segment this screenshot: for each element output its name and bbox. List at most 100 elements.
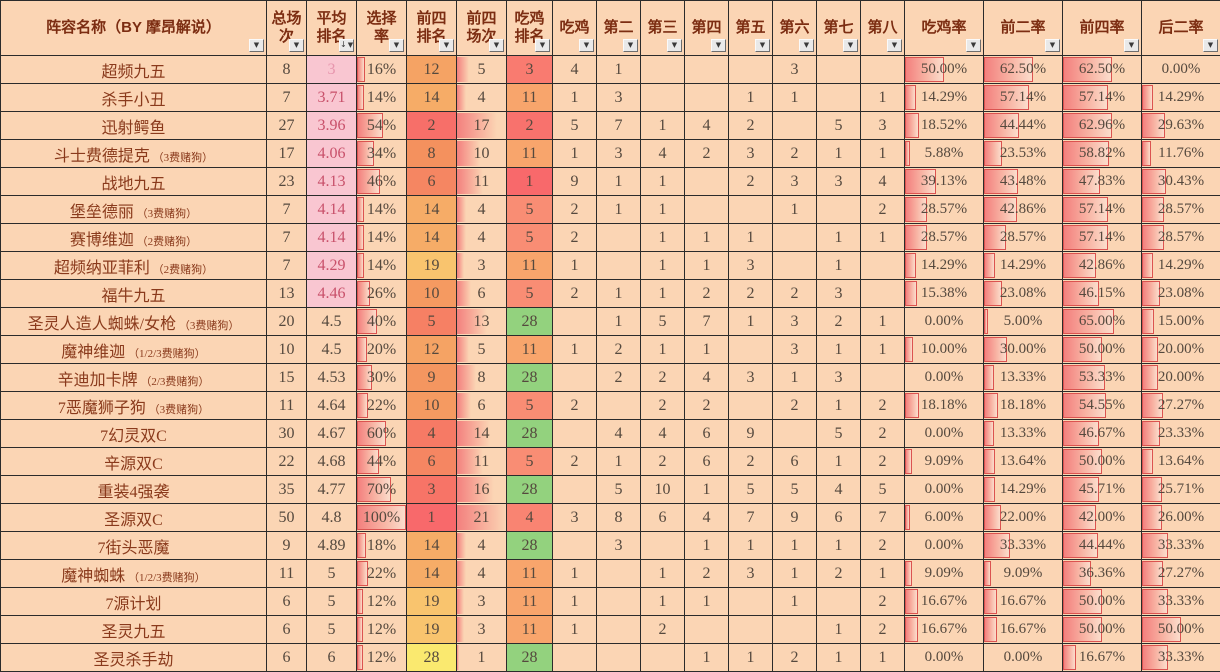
cell-place-3[interactable]: 2 (640, 615, 685, 644)
cell-place-2[interactable]: 8 (596, 503, 641, 532)
cell-top4-games[interactable]: 17 (456, 111, 507, 140)
cell-place-4[interactable]: 2 (684, 279, 729, 308)
filter-button-win-rank[interactable]: ▼ (535, 39, 550, 52)
cell-avg-rank[interactable]: 3.96 (306, 111, 357, 140)
cell-total-games[interactable]: 15 (266, 363, 307, 392)
cell-place-8[interactable]: 2 (860, 531, 905, 560)
cell-place-2[interactable]: 2 (596, 363, 641, 392)
cell-top2-rate[interactable]: 57.14% (983, 83, 1063, 112)
cell-win-rank[interactable]: 28 (506, 307, 553, 336)
cell-top2-rate[interactable]: 44.44% (983, 111, 1063, 140)
cell-avg-rank[interactable]: 4.5 (306, 307, 357, 336)
cell-place-4[interactable] (684, 167, 729, 196)
filter-button-lineup-name[interactable]: ▼ (249, 39, 264, 52)
cell-place-5[interactable] (728, 335, 773, 364)
cell-win-rank[interactable]: 5 (506, 223, 553, 252)
cell-avg-rank[interactable]: 4.68 (306, 447, 357, 476)
cell-place-1[interactable] (552, 419, 597, 448)
cell-top4-rank[interactable]: 10 (406, 391, 457, 420)
cell-lineup-name[interactable]: 超频九五 (0, 55, 267, 84)
cell-win-rank[interactable]: 5 (506, 447, 553, 476)
cell-win-rate[interactable]: 28.57% (904, 223, 984, 252)
cell-avg-rank[interactable]: 4.67 (306, 419, 357, 448)
cell-top2-rate[interactable]: 22.00% (983, 503, 1063, 532)
cell-place-2[interactable] (596, 251, 641, 280)
cell-place-1[interactable]: 2 (552, 391, 597, 420)
cell-lineup-name[interactable]: 杀手小丑 (0, 83, 267, 112)
cell-place-6[interactable]: 1 (772, 531, 817, 560)
cell-place-7[interactable]: 3 (816, 167, 861, 196)
cell-place-8[interactable]: 5 (860, 475, 905, 504)
cell-top4-rank[interactable]: 8 (406, 139, 457, 168)
cell-win-rank[interactable]: 28 (506, 419, 553, 448)
cell-place-7[interactable]: 1 (816, 447, 861, 476)
cell-place-8[interactable] (860, 251, 905, 280)
cell-pick-rate[interactable]: 26% (356, 279, 407, 308)
cell-total-games[interactable]: 9 (266, 531, 307, 560)
cell-top2-rate[interactable]: 5.00% (983, 307, 1063, 336)
cell-place-4[interactable]: 1 (684, 587, 729, 616)
cell-win-rate[interactable]: 14.29% (904, 251, 984, 280)
cell-place-4[interactable]: 4 (684, 503, 729, 532)
cell-place-2[interactable]: 1 (596, 447, 641, 476)
cell-bottom2-rate[interactable]: 27.27% (1141, 559, 1220, 588)
cell-place-3[interactable] (640, 643, 685, 672)
cell-avg-rank[interactable]: 4.06 (306, 139, 357, 168)
cell-place-7[interactable] (816, 83, 861, 112)
cell-place-7[interactable]: 4 (816, 475, 861, 504)
cell-place-8[interactable]: 2 (860, 391, 905, 420)
cell-total-games[interactable]: 20 (266, 307, 307, 336)
cell-total-games[interactable]: 13 (266, 279, 307, 308)
filter-button-total-games[interactable]: ▼ (289, 39, 304, 52)
cell-lineup-name[interactable]: 辛源双C (0, 447, 267, 476)
cell-place-6[interactable]: 3 (772, 55, 817, 84)
filter-button-place-5[interactable]: ▼ (755, 39, 770, 52)
cell-place-1[interactable]: 2 (552, 195, 597, 224)
cell-place-5[interactable]: 3 (728, 139, 773, 168)
cell-place-5[interactable]: 3 (728, 363, 773, 392)
filter-button-top2-rate[interactable]: ▼ (1045, 39, 1060, 52)
cell-pick-rate[interactable]: 34% (356, 139, 407, 168)
cell-win-rate[interactable]: 10.00% (904, 335, 984, 364)
cell-place-6[interactable]: 3 (772, 307, 817, 336)
cell-win-rate[interactable]: 5.88% (904, 139, 984, 168)
cell-place-6[interactable] (772, 615, 817, 644)
cell-place-3[interactable]: 1 (640, 559, 685, 588)
cell-lineup-name[interactable]: 圣灵人造人蜘蛛/女枪 （3费赌狗） (0, 307, 267, 336)
cell-place-7[interactable]: 1 (816, 335, 861, 364)
cell-win-rate[interactable]: 14.29% (904, 83, 984, 112)
cell-place-5[interactable]: 1 (728, 643, 773, 672)
cell-place-2[interactable] (596, 587, 641, 616)
cell-top4-rank[interactable]: 10 (406, 279, 457, 308)
cell-top2-rate[interactable]: 42.86% (983, 195, 1063, 224)
cell-place-5[interactable]: 1 (728, 307, 773, 336)
cell-place-2[interactable]: 1 (596, 55, 641, 84)
cell-place-6[interactable]: 5 (772, 475, 817, 504)
cell-place-2[interactable]: 3 (596, 531, 641, 560)
cell-bottom2-rate[interactable]: 28.57% (1141, 223, 1220, 252)
cell-place-4[interactable]: 4 (684, 111, 729, 140)
cell-place-1[interactable]: 1 (552, 587, 597, 616)
cell-top4-rate[interactable]: 46.15% (1062, 279, 1142, 308)
cell-top2-rate[interactable]: 28.57% (983, 223, 1063, 252)
cell-win-rank[interactable]: 11 (506, 83, 553, 112)
cell-top4-rate[interactable]: 36.36% (1062, 559, 1142, 588)
cell-place-2[interactable] (596, 643, 641, 672)
cell-place-6[interactable]: 6 (772, 447, 817, 476)
cell-bottom2-rate[interactable]: 30.43% (1141, 167, 1220, 196)
cell-total-games[interactable]: 30 (266, 419, 307, 448)
cell-place-3[interactable]: 1 (640, 167, 685, 196)
cell-place-8[interactable]: 3 (860, 111, 905, 140)
cell-top4-games[interactable]: 1 (456, 643, 507, 672)
cell-top4-rank[interactable]: 19 (406, 587, 457, 616)
cell-top2-rate[interactable]: 0.00% (983, 643, 1063, 672)
cell-top4-rate[interactable]: 45.71% (1062, 475, 1142, 504)
cell-place-8[interactable] (860, 55, 905, 84)
cell-win-rate[interactable]: 18.52% (904, 111, 984, 140)
cell-top4-rank[interactable]: 3 (406, 475, 457, 504)
cell-place-8[interactable] (860, 363, 905, 392)
cell-top4-games[interactable]: 3 (456, 615, 507, 644)
cell-top4-games[interactable]: 4 (456, 83, 507, 112)
cell-place-4[interactable]: 2 (684, 391, 729, 420)
cell-win-rank[interactable]: 5 (506, 391, 553, 420)
